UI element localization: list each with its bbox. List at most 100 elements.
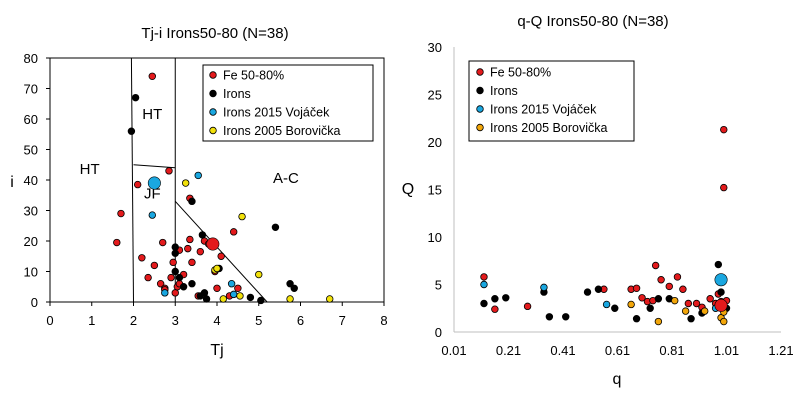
point-irons <box>583 288 592 296</box>
legend-marker-irons <box>209 89 217 98</box>
point-irons <box>179 283 188 291</box>
legend-marker-irons <box>476 86 484 95</box>
point-irons-2005-borovi-ka <box>671 296 679 305</box>
y-tick-label: 25 <box>428 88 442 103</box>
point-irons-2005-borovi-ka <box>286 295 294 303</box>
y-tick-label: 40 <box>24 173 38 188</box>
y-tick-label: 20 <box>428 135 442 150</box>
point-irons-2015-voj-ek <box>602 300 611 309</box>
q-Q-chart: q-Q Irons50-80 (N=38) q Q 0.01 0.21 0.41 0.… <box>402 13 794 388</box>
point-fe-50-80 <box>144 273 152 282</box>
legend-marker-irons-2015-voj-ek <box>476 105 484 113</box>
tj-i-chart: Tj-i Irons50-80 (N=38) Tj i 0 1 2 3 4 5 6 7 8010… <box>10 25 387 359</box>
tj-i-legend: Fe 50-80% Irons Irons 2015 Vojáček Irons 20… <box>202 64 374 142</box>
legend-label-irons: Irons <box>223 87 251 101</box>
point-irons-2005-borovi-ka <box>681 307 690 315</box>
point-fe-50-80 <box>169 258 177 267</box>
y-tick-label: 5 <box>435 278 442 293</box>
point-irons <box>562 313 570 321</box>
point-irons <box>654 295 663 303</box>
x-tick-label: 0 <box>46 313 53 328</box>
y-tick-label: 30 <box>24 204 38 219</box>
point-fe-50-80 <box>706 295 714 303</box>
legend-marker-irons-2005-borovi-ka <box>209 126 217 135</box>
point-fe-50-80 <box>150 261 159 270</box>
region-label-jf: JF <box>144 185 161 202</box>
point-fe-50-80 <box>171 289 179 297</box>
region-label-a-c: A-C <box>273 170 299 187</box>
point-fe-50-80 <box>692 299 701 308</box>
x-tick-label: 0.21 <box>496 343 521 358</box>
point-irons <box>646 304 654 312</box>
region-boundary-line <box>174 201 268 303</box>
tj-i-ylabel: i <box>10 174 14 191</box>
x-tick-label: 1 <box>88 313 95 328</box>
legend-label-irons: Irons <box>490 84 518 98</box>
point-irons <box>714 260 723 269</box>
point-irons <box>175 273 184 282</box>
point-irons <box>491 295 499 303</box>
point-irons-2005-borovi-ka <box>255 270 263 279</box>
point-irons <box>188 197 196 206</box>
legend-marker-fe-50-80 <box>209 71 217 79</box>
q-Q-xlabel: q <box>613 371 622 388</box>
x-tick-label: 0.81 <box>659 343 684 358</box>
x-tick-label: 7 <box>339 313 346 328</box>
point-fe-50-80 <box>133 180 142 189</box>
point-irons <box>171 243 179 251</box>
x-tick-label: 6 <box>297 313 304 328</box>
point-irons-2015-voj-ek <box>540 283 548 292</box>
legend-label-irons-2015-voj-ek: Irons 2015 Vojáček <box>490 103 597 117</box>
point-irons-2005-borovi-ka <box>654 317 663 326</box>
point-irons-2005-borovi-ka <box>720 317 728 326</box>
point-irons-2005-borovi-ka <box>219 295 227 303</box>
point-irons <box>611 304 619 312</box>
point-fe-50-80 <box>165 167 173 175</box>
legend-label-fe-50-80: Fe 50-80% <box>490 66 551 80</box>
point-fe-50-80 <box>665 282 673 291</box>
point-fe-50-80 <box>148 72 156 80</box>
point-fe-50-80 <box>156 280 165 288</box>
x-tick-label: 0.01 <box>441 343 466 358</box>
point-irons <box>171 267 179 276</box>
point-fe-50-80 <box>234 284 242 292</box>
point-irons <box>632 315 641 323</box>
x-tick-label: 8 <box>380 313 387 328</box>
tj-i-xlabel: Tj <box>210 342 223 359</box>
point-fe-50-80 <box>217 252 225 260</box>
point-irons-2015-voj-ek <box>480 280 488 289</box>
highlight-point <box>714 298 728 312</box>
point-irons <box>257 296 265 305</box>
point-irons-2005-borovi-ka <box>701 307 709 315</box>
point-fe-50-80 <box>720 125 728 134</box>
point-irons-2005-borovi-ka <box>181 179 190 187</box>
point-fe-50-80 <box>632 284 641 292</box>
x-tick-label: 2 <box>130 313 137 328</box>
x-tick-label: 0.61 <box>605 343 630 358</box>
region-boundary-line <box>130 57 134 303</box>
point-irons <box>188 280 196 288</box>
point-fe-50-80 <box>186 235 194 244</box>
y-tick-label: 20 <box>24 234 38 249</box>
tj-i-title: Tj-i Irons50-80 (N=38) <box>141 25 288 42</box>
x-tick-label: 1.21 <box>768 343 793 358</box>
point-fe-50-80 <box>196 247 204 256</box>
x-tick-label: 0.41 <box>550 343 575 358</box>
point-irons-2015-voj-ek <box>161 289 169 297</box>
q-Q-legend: Fe 50-80% Irons Irons 2015 Vojáček Irons 20… <box>468 60 635 142</box>
legend-marker-irons-2015-voj-ek <box>209 108 217 116</box>
highlight-point <box>206 237 220 251</box>
point-fe-50-80 <box>213 284 221 292</box>
point-irons <box>171 249 179 257</box>
point-irons <box>480 299 488 308</box>
region-label-ht: HT <box>142 106 162 123</box>
point-fe-50-80 <box>188 258 196 267</box>
point-fe-50-80 <box>720 183 728 192</box>
point-irons <box>502 294 510 302</box>
legend-label-irons-2005-borovi-ka: Irons 2005 Borovička <box>490 121 607 135</box>
legend-label-irons-2005-borovi-ka: Irons 2005 Borovička <box>223 124 340 138</box>
x-tick-label: 1.01 <box>714 343 739 358</box>
point-fe-50-80 <box>159 238 167 247</box>
point-irons-2015-voj-ek <box>229 290 238 299</box>
